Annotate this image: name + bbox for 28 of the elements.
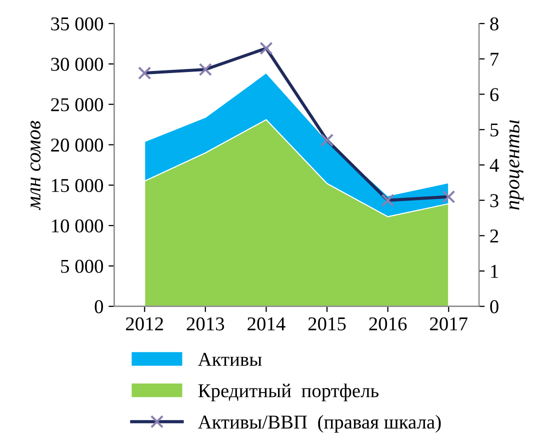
- y2-tick-label: 8: [490, 17, 498, 30]
- y2-tick-label: 6: [490, 88, 499, 102]
- y-tick-label: 15 000: [52, 178, 104, 192]
- x-tick-label: 2013: [186, 317, 224, 330]
- y-tick-label: 25 000: [51, 98, 104, 112]
- y2-tick-label: 2: [490, 230, 498, 242]
- y-tick-label: 35 000: [51, 17, 104, 30]
- legend-label: Активы/ВВП (правая шкала): [198, 414, 441, 433]
- y2-tick-label: 4: [490, 158, 499, 172]
- y2-tick-label: 1: [491, 264, 498, 278]
- y-tick-label: 30 000: [51, 58, 104, 71]
- x-tick-label: 2016: [369, 317, 407, 330]
- legend-label: Кредитный портфель: [198, 384, 379, 402]
- y-tick-label: 10 000: [52, 219, 104, 232]
- y2-tick-label: 3: [490, 194, 498, 208]
- y2-tick-label: 0: [490, 300, 498, 314]
- x-tick-label: 2012: [126, 317, 163, 330]
- y-axis-title: млн сомов: [30, 120, 41, 210]
- x-tick-label: 2017: [430, 317, 468, 330]
- y2-tick-label: 5: [490, 124, 498, 137]
- y2-axis-title: проценты: [509, 120, 524, 210]
- x-tick-label: 2014: [248, 317, 286, 330]
- y-tick-label: 0: [94, 300, 104, 314]
- legend-label: Активы: [198, 352, 262, 366]
- y-tick-label: 20 000: [51, 138, 104, 152]
- x-tick-label: 2015: [308, 317, 346, 330]
- y-tick-label: 5 000: [61, 260, 104, 273]
- y2-tick-label: 7: [490, 52, 499, 66]
